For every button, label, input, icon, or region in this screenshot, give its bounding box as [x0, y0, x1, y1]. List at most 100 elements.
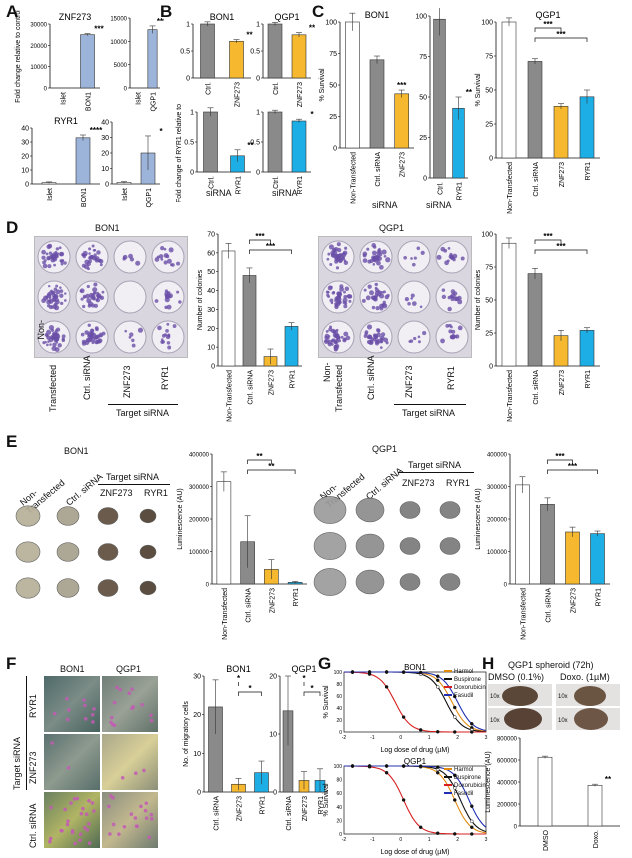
- legend-entry: Fasudil: [444, 692, 486, 700]
- y-tick-label: 0: [339, 730, 342, 736]
- bar: [345, 22, 359, 148]
- y-tick-label: 100: [481, 232, 493, 239]
- x-tick-label: -2: [342, 735, 347, 741]
- x-tick-label: 1: [428, 837, 431, 843]
- bar: [285, 326, 298, 366]
- y-tick-label: 50: [207, 269, 215, 276]
- h-doxo-title: Doxo. (1µM): [560, 672, 610, 682]
- x-tick-label: 1: [428, 735, 431, 741]
- y-tick-label: 800000: [497, 737, 518, 743]
- x-tick-label: ZNF273: [302, 796, 309, 821]
- x-tick-label: 0: [399, 837, 402, 843]
- y-tick-label: 25: [485, 122, 493, 129]
- chart-d1: Number of colonies010203040506070Non-Tra…: [196, 226, 306, 426]
- y-tick-label: 0: [273, 790, 277, 797]
- y-tick-label: 0: [186, 76, 190, 83]
- y-tick-label: 0: [105, 182, 109, 189]
- y-tick-label: 100: [325, 20, 337, 27]
- y-tick-label: 20: [336, 818, 342, 824]
- x-tick-label: 3: [485, 735, 488, 741]
- legend-entry: Harmol: [444, 668, 486, 676]
- legend-entry: Harmol: [444, 766, 486, 774]
- bar: [528, 61, 542, 158]
- x-tick-label: RYR1: [297, 176, 304, 195]
- x-tick-label: Ctrl. siRNA: [248, 370, 255, 405]
- sig-mark: **: [256, 452, 263, 461]
- e-qgp1-title: QGP1: [372, 444, 397, 454]
- data-point: [453, 716, 456, 719]
- y-tick-label: 80: [336, 778, 342, 784]
- y-axis-label: % Survival: [323, 685, 330, 719]
- y-tick-label: 1: [256, 110, 260, 117]
- c-sirna-label-2: siRNA: [426, 200, 452, 210]
- x-tick-label: Ctrl. siRNA: [286, 796, 293, 831]
- y-tick-label: 0.5: [250, 140, 260, 147]
- e1-spheroid-grid: [10, 498, 180, 608]
- y-tick-label: 75: [329, 51, 337, 58]
- y-tick-label: 75: [485, 54, 493, 61]
- sig-mark: ***: [568, 462, 578, 471]
- bar: [268, 112, 282, 172]
- f-bon1-title: BON1: [60, 664, 85, 674]
- panel-label-f: F: [6, 654, 16, 674]
- bar: [528, 274, 542, 366]
- y-tick-label: 75: [485, 265, 493, 272]
- data-point: [385, 671, 388, 674]
- y-tick-label: 1: [256, 22, 260, 29]
- y-tick-label: 25: [485, 331, 493, 338]
- x-tick-label: 3: [485, 837, 488, 843]
- y-tick-label: 400000: [487, 453, 508, 459]
- data-point: [419, 765, 422, 768]
- y-tick-label: 0: [489, 156, 493, 163]
- chart-e1: Luminescence (AU)01000002000003000004000…: [176, 446, 311, 644]
- d-qgp1-title: QGP1: [379, 223, 404, 233]
- y-tick-label: 0.5: [250, 49, 260, 56]
- x-tick-label: Non-Transfected: [222, 588, 229, 640]
- f-cell-dots: [44, 676, 158, 848]
- y-tick-label: 10: [101, 166, 109, 173]
- chart-d2: Number of colonies 0 25 50 75 100 Non-Transfec…: [474, 226, 604, 426]
- y-tick-label: 30: [193, 674, 201, 681]
- chart-title: QGP1: [404, 757, 427, 766]
- y-axis-label: % Survival: [475, 73, 482, 107]
- x-tick-label: Islet: [136, 92, 143, 105]
- x-tick-label: 2: [456, 837, 459, 843]
- y-tick-label: 60: [207, 250, 215, 257]
- y-tick-label: 20: [101, 151, 109, 158]
- data-point: [436, 766, 439, 769]
- y-tick-label: 5000: [114, 63, 128, 69]
- y-axis-label: Fold change of RYR1 relative to control: [176, 104, 183, 202]
- y-tick-label: 50: [485, 88, 493, 95]
- y-axis-label: Fold change relative to control: [15, 10, 22, 103]
- data-point: [436, 771, 439, 774]
- y-tick-label: 0: [256, 170, 260, 177]
- data-point: [385, 765, 388, 768]
- bar: [516, 485, 530, 584]
- qgp1-wells: [319, 237, 471, 357]
- bar: [81, 35, 95, 88]
- sig-mark: ***: [556, 30, 566, 39]
- e2-znf: ZNF273: [402, 478, 435, 488]
- data-point: [419, 826, 422, 829]
- b-sirna-label-2: siRNA: [272, 188, 298, 198]
- y-tick-label: 30: [21, 140, 29, 147]
- bar: [222, 251, 235, 366]
- data-point: [470, 730, 473, 733]
- y-tick-label: 40: [336, 706, 342, 712]
- x-tick-label: Ctrl. siRNA: [533, 162, 540, 197]
- data-point: [470, 722, 473, 725]
- d1-ctrl: Ctrl. siRNA: [82, 356, 92, 401]
- e2-target-sirna: Target siRNA: [408, 460, 461, 470]
- bon1-wells: [35, 237, 187, 357]
- y-tick-label: 40: [336, 805, 342, 811]
- x-tick-label: ZNF273: [269, 370, 276, 395]
- y-tick-label: 20: [269, 674, 277, 681]
- bar: [580, 97, 594, 158]
- y-tick-label: 60: [336, 791, 342, 797]
- data-point: [453, 730, 456, 733]
- x-tick-label: Ctrl. siRNA: [246, 588, 253, 623]
- data-point: [368, 765, 371, 768]
- panel-label-e: E: [6, 432, 17, 452]
- x-tick-label: Islet: [61, 92, 68, 105]
- sig-mark: *: [159, 127, 163, 136]
